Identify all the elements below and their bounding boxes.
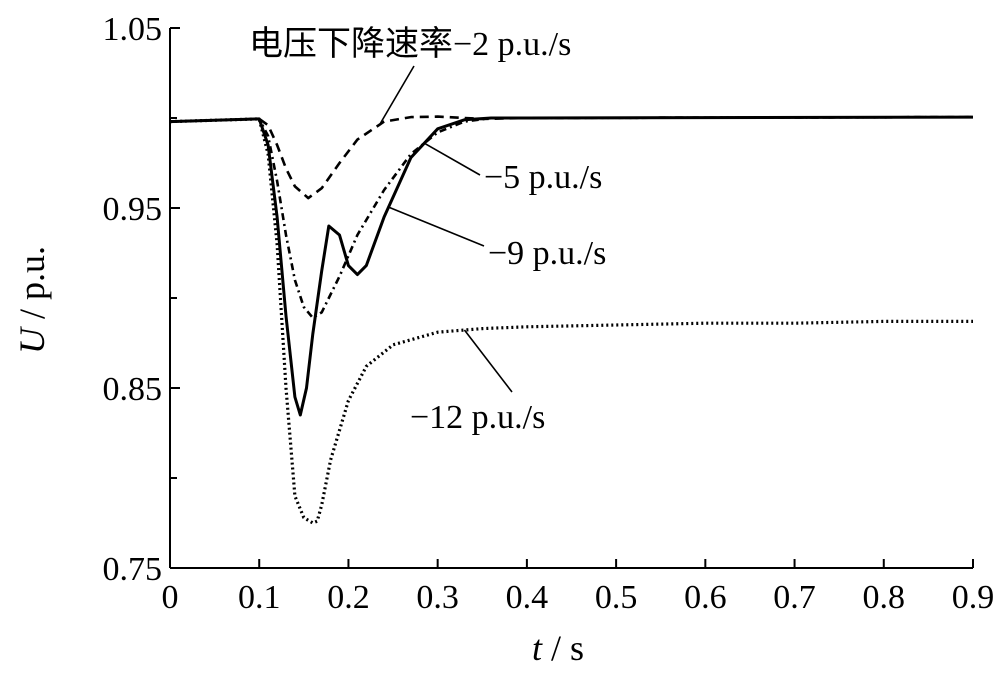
x-tick-label: 0.8 xyxy=(863,579,906,616)
y-tick-label: 0.75 xyxy=(103,551,163,588)
x-tick-label: 0.3 xyxy=(416,579,459,616)
x-tick-label: 0.1 xyxy=(238,579,281,616)
annotation-leader-1 xyxy=(378,65,415,126)
y-axis-unit: / p.u. xyxy=(12,246,52,328)
x-axis-unit: / s xyxy=(542,628,584,668)
x-tick-label: 0.2 xyxy=(327,579,370,616)
series-line-1 xyxy=(169,115,974,200)
series-label-1: 电压下降速率−2 p.u./s xyxy=(249,25,571,63)
series-label-4: −12 p.u./s xyxy=(410,399,545,436)
annotation-layer: 电压下降速率−2 p.u./s −5 p.u./s −9 p.u./s −12 p.u… xyxy=(249,25,606,436)
y-tick-label: 0.95 xyxy=(103,191,163,228)
series-line-4 xyxy=(169,117,973,525)
x-tick-label: 0.9 xyxy=(952,579,995,616)
x-axis-variable: t xyxy=(532,628,543,668)
series-line-3 xyxy=(169,115,974,417)
y-tick-label: 0.85 xyxy=(103,371,163,408)
x-tick-label: 0.7 xyxy=(773,579,816,616)
series-label-2: −5 p.u./s xyxy=(484,159,602,196)
x-tick-label: 0.6 xyxy=(684,579,727,616)
y-tick-label: 1.05 xyxy=(103,11,163,48)
x-axis-label: t / s xyxy=(532,628,584,668)
x-tick-label: 0 xyxy=(162,579,179,616)
annotation-leader-4 xyxy=(463,329,513,393)
y-axis-variable: U xyxy=(12,326,52,354)
series-line-2 xyxy=(169,115,974,320)
x-tick-label: 0.4 xyxy=(506,579,549,616)
x-tick-label: 0.5 xyxy=(595,579,638,616)
annotation-leader-3 xyxy=(388,206,485,247)
series-layer xyxy=(169,115,974,525)
axes: 0 0.1 0.2 0.3 0.4 0.5 0.6 0.7 0.8 0.9 0.75 0.85 0.95… xyxy=(103,11,995,616)
y-axis-label: U / p.u. xyxy=(12,246,52,354)
annotation-leader-2 xyxy=(423,142,481,176)
series-label-3: −9 p.u./s xyxy=(488,235,606,272)
